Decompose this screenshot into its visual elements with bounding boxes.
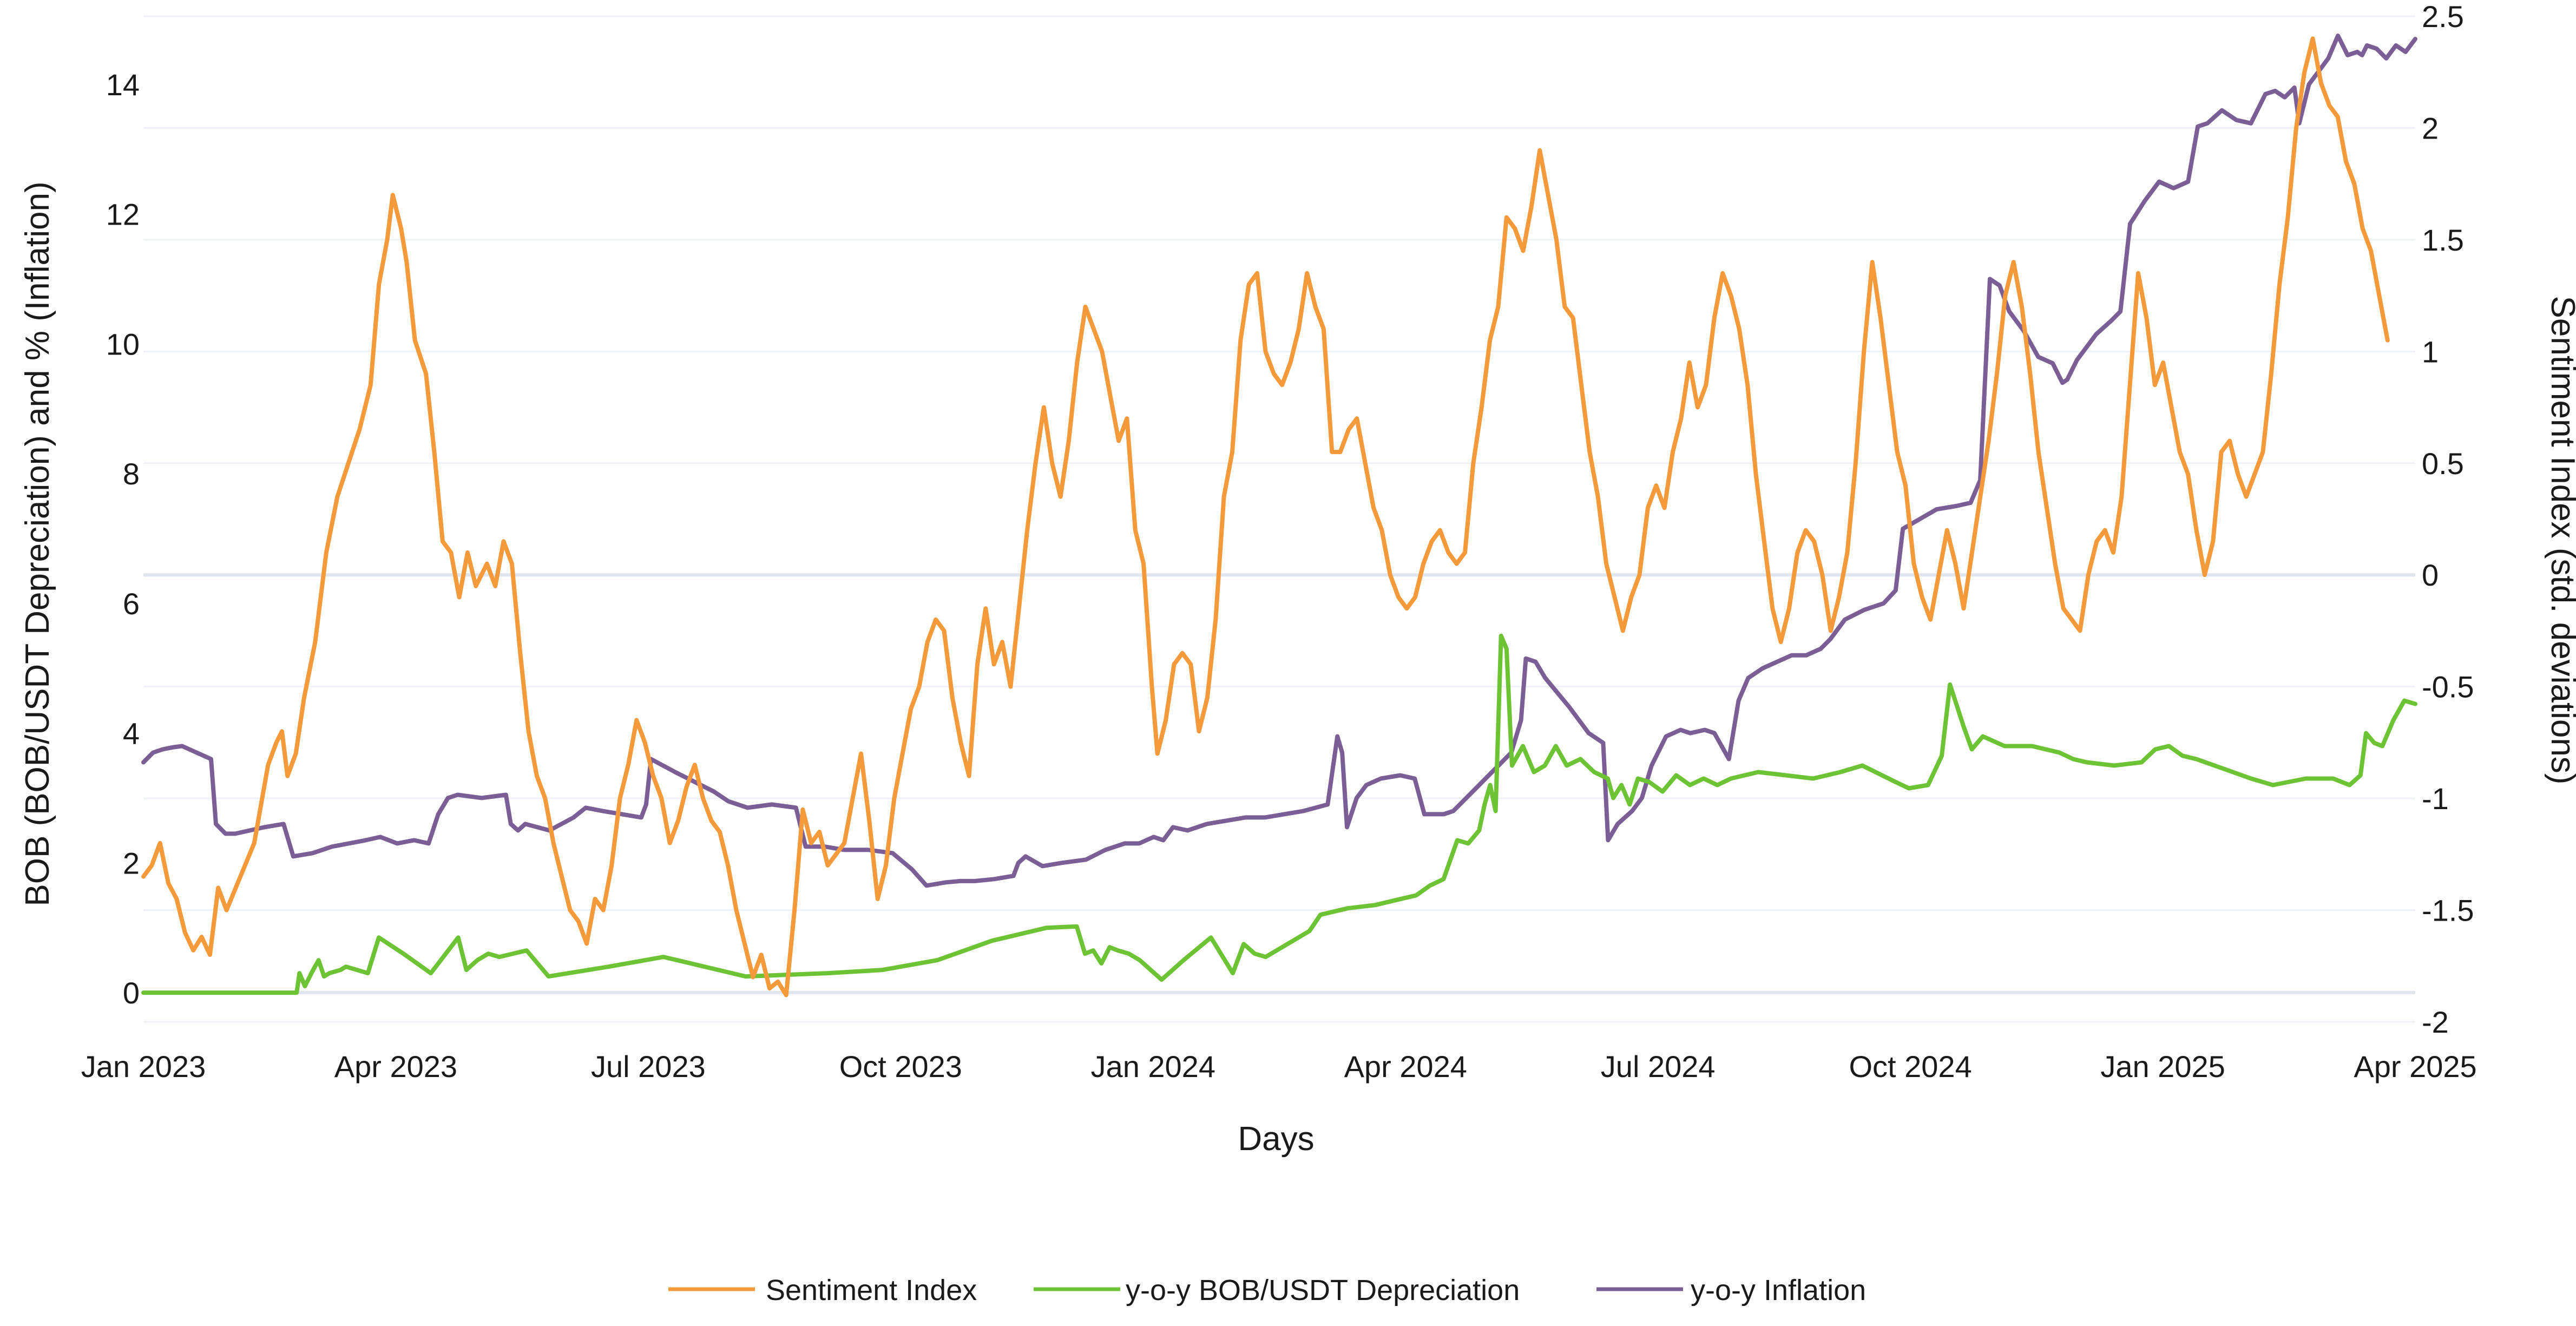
x-tick-label: Jul 2023 bbox=[591, 1049, 706, 1084]
right-y-tick-label: 2 bbox=[2422, 111, 2439, 145]
x-tick-label: Jul 2024 bbox=[1601, 1049, 1716, 1084]
right-y-tick-label: 2.5 bbox=[2422, 0, 2464, 34]
left-y-tick-label: 0 bbox=[123, 976, 140, 1010]
right-y-tick-label: 0.5 bbox=[2422, 447, 2464, 481]
x-tick-label: Apr 2024 bbox=[1344, 1049, 1467, 1084]
legend: Sentiment Index y-o-y BOB/USDT Depreciat… bbox=[668, 1274, 1866, 1307]
right-y-tick-label: -2 bbox=[2422, 1005, 2449, 1039]
right-y-tick-label: -1.5 bbox=[2422, 894, 2474, 928]
legend-label-inflation: y-o-y Inflation bbox=[1691, 1274, 1866, 1307]
series-line-sentiment-index bbox=[141, 36, 2390, 997]
legend-label-bob-usdt-depreciation: y-o-y BOB/USDT Depreciation bbox=[1126, 1274, 1520, 1307]
x-tick-label: Apr 2025 bbox=[2354, 1049, 2476, 1084]
x-tick-label: Oct 2023 bbox=[839, 1049, 962, 1084]
x-tick-label: Apr 2023 bbox=[334, 1049, 457, 1084]
left-y-tick-label: 12 bbox=[106, 198, 140, 232]
right-y-tick-label: -1 bbox=[2422, 782, 2449, 816]
legend-label-sentiment-index: Sentiment Index bbox=[766, 1274, 977, 1307]
x-tick-label: Jan 2024 bbox=[1091, 1049, 1215, 1084]
left-y-tick-label: 2 bbox=[123, 846, 140, 880]
left-y-tick-label: 4 bbox=[123, 717, 140, 751]
left-y-tick-label: 14 bbox=[106, 68, 140, 102]
right-y-axis-title: Sentiment Index (std. deviations) bbox=[2544, 296, 2576, 785]
series-line-y-o-y-inflation bbox=[141, 34, 2417, 888]
x-tick-label: Jan 2023 bbox=[81, 1049, 206, 1084]
x-tick-label: Oct 2024 bbox=[1849, 1049, 1972, 1084]
right-y-tick-label: 1 bbox=[2422, 334, 2439, 369]
right-y-tick-label: 0 bbox=[2422, 558, 2439, 592]
plot-area bbox=[141, 34, 2417, 997]
series-line-y-o-y-bob-usdt-depreciation bbox=[141, 633, 2417, 995]
left-y-tick-label: 10 bbox=[106, 327, 140, 361]
left-y-tick-label: 8 bbox=[123, 457, 140, 491]
x-axis-title: Days bbox=[1238, 1120, 1314, 1158]
axes: 0 2 4 6 8 10 12 14 -2 -1.5 -1 -0.5 0 0.5 1 1.5 2 2.5 Jan 2… bbox=[81, 0, 2477, 1084]
right-y-tick-label: 1.5 bbox=[2422, 223, 2464, 257]
x-tick-label: Jan 2025 bbox=[2100, 1049, 2225, 1084]
left-y-tick-label: 6 bbox=[123, 587, 140, 621]
right-y-tick-label: -0.5 bbox=[2422, 670, 2474, 704]
gridlines bbox=[143, 15, 2415, 1023]
left-y-axis-title: BOB (BOB/USDT Depreciation) and % (Infla… bbox=[19, 181, 56, 906]
